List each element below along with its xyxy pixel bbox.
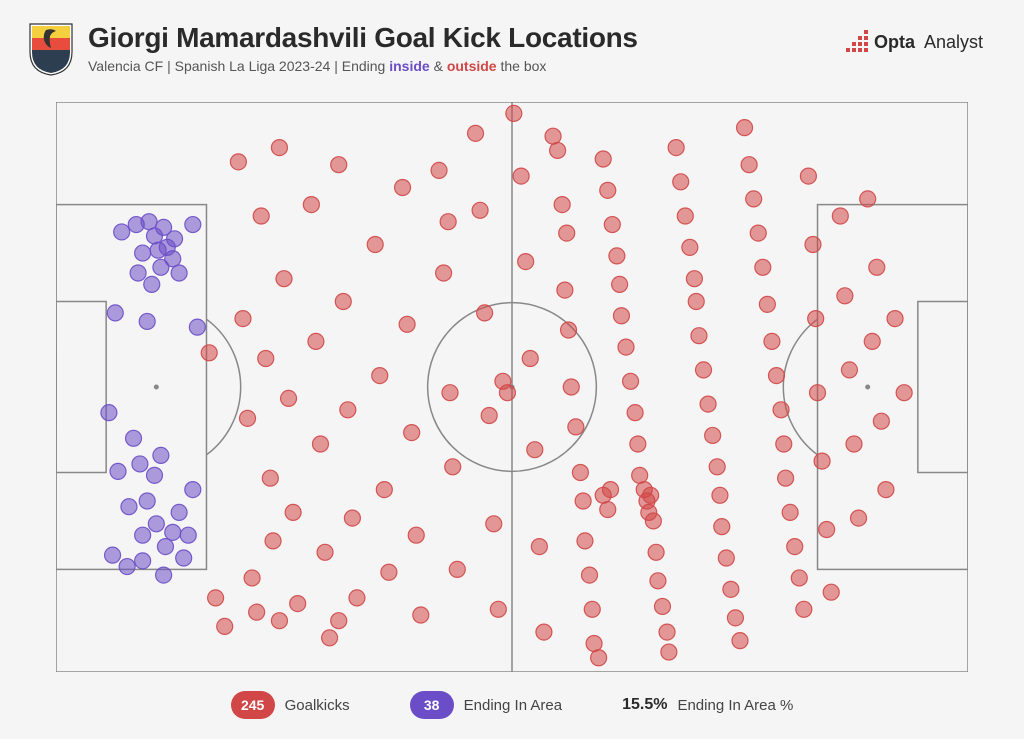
legend-badge-in-area: 38 [410,691,454,719]
opta-logo-icon: Opta Analyst [846,28,996,58]
subtitle-outside: outside [447,58,497,74]
pitch-container [56,102,968,672]
svg-text:Analyst: Analyst [924,32,983,52]
svg-text:Opta: Opta [874,32,916,52]
title-block: Giorgi Mamardashvili Goal Kick Locations… [88,22,638,74]
legend-pct-value: 15.5% [622,696,667,714]
club-logo-icon [28,22,74,76]
header-left: Giorgi Mamardashvili Goal Kick Locations… [28,22,638,76]
legend: 245 Goalkicks 38 Ending In Area 15.5% En… [0,691,1024,719]
legend-badge-goalkicks: 245 [231,691,275,719]
legend-goalkicks: 245 Goalkicks [231,691,350,719]
pitch-chart [56,102,968,672]
chart-subtitle: Valencia CF | Spanish La Liga 2023-24 | … [88,58,638,74]
header: Giorgi Mamardashvili Goal Kick Locations… [28,22,996,76]
subtitle-inside: inside [389,58,429,74]
chart-title: Giorgi Mamardashvili Goal Kick Locations [88,22,638,54]
legend-in-area: 38 Ending In Area [410,691,562,719]
legend-pct: 15.5% Ending In Area % [622,696,793,714]
